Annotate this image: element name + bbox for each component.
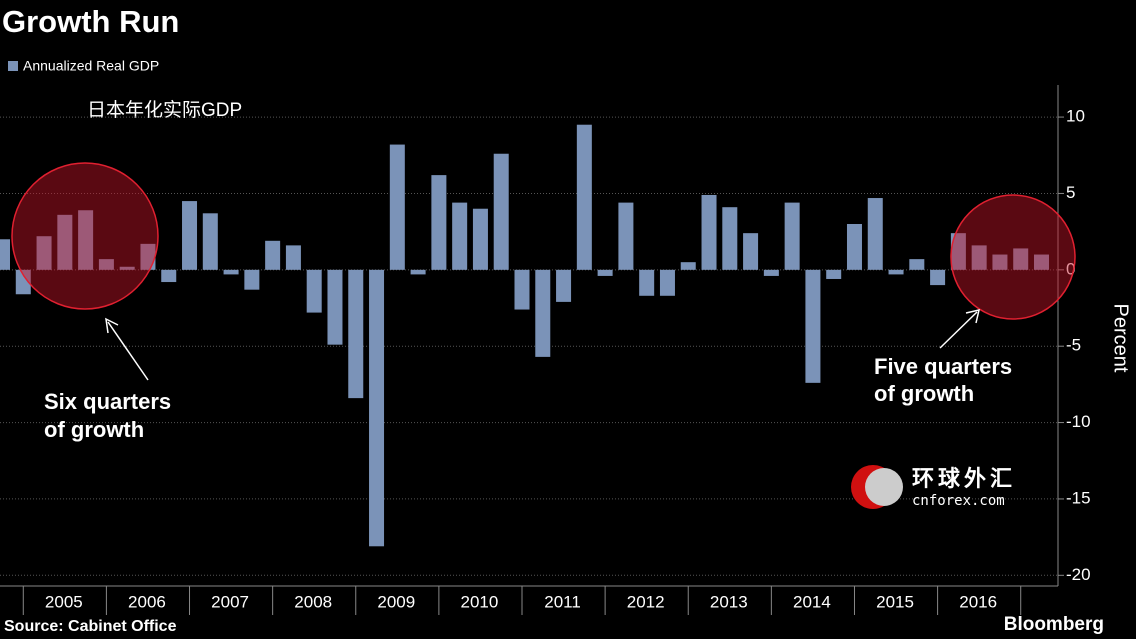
y-tick-label: -15 bbox=[1066, 488, 1091, 507]
bar bbox=[452, 202, 468, 270]
bar bbox=[140, 243, 156, 270]
bar bbox=[846, 223, 862, 270]
x-tick-label: 2010 bbox=[461, 592, 499, 611]
bar bbox=[639, 269, 655, 296]
bar bbox=[930, 269, 946, 286]
bar bbox=[826, 269, 842, 279]
bar bbox=[389, 144, 405, 270]
highlight-circle bbox=[11, 162, 159, 310]
bar bbox=[493, 153, 509, 270]
bar bbox=[805, 269, 821, 383]
x-tick-label: 2006 bbox=[128, 592, 166, 611]
bar bbox=[992, 254, 1008, 270]
x-tick-label: 2007 bbox=[211, 592, 249, 611]
subtitle: 日本年化实际GDP bbox=[87, 99, 242, 121]
bar bbox=[161, 269, 177, 283]
plot: 10 5 0 -5 -10 -15 -20 2005 2006 2007 2008 2009 2010 2… bbox=[0, 85, 1091, 615]
y-axis-label: Percent bbox=[1110, 304, 1132, 373]
bar bbox=[244, 269, 260, 290]
x-tick-label: 2013 bbox=[710, 592, 748, 611]
bar bbox=[78, 210, 94, 270]
x-tick-label: 2014 bbox=[793, 592, 831, 611]
bar bbox=[15, 269, 31, 295]
bar bbox=[472, 208, 488, 270]
annotation: of growth bbox=[44, 417, 144, 442]
bar bbox=[369, 269, 385, 547]
bar bbox=[680, 262, 696, 270]
y-tick-label: -10 bbox=[1066, 412, 1091, 431]
bar bbox=[597, 269, 613, 276]
annotation: of growth bbox=[874, 381, 974, 406]
y-tick-label: 10 bbox=[1066, 107, 1085, 126]
bar bbox=[265, 240, 281, 270]
bar bbox=[576, 124, 592, 270]
bar bbox=[98, 259, 114, 270]
x-tick-label: 2008 bbox=[294, 592, 332, 611]
bar bbox=[784, 202, 800, 270]
bar bbox=[36, 236, 52, 270]
x-tick-label: 2005 bbox=[45, 592, 83, 611]
bar bbox=[950, 233, 966, 270]
y-tick-label: -20 bbox=[1066, 565, 1091, 584]
y-tick-label: 0 bbox=[1066, 259, 1075, 278]
bar bbox=[763, 269, 779, 276]
bar bbox=[722, 207, 738, 270]
watermark: 环球外汇 bbox=[912, 466, 1016, 491]
bar bbox=[119, 266, 135, 270]
chart-title: Growth Run bbox=[2, 4, 179, 39]
bar bbox=[909, 259, 925, 270]
watermark-logo bbox=[865, 468, 903, 506]
x-tick-label: 2009 bbox=[377, 592, 415, 611]
annotation: Six quarters bbox=[44, 389, 171, 414]
bar bbox=[701, 194, 717, 270]
bar bbox=[888, 269, 904, 275]
bar bbox=[202, 213, 218, 270]
bar bbox=[0, 239, 10, 270]
bar bbox=[867, 198, 883, 270]
x-tick-label: 2012 bbox=[627, 592, 665, 611]
bar bbox=[659, 269, 675, 296]
watermark: cnforex.com bbox=[912, 493, 1005, 509]
brand: Bloomberg bbox=[1004, 614, 1104, 635]
bar bbox=[410, 269, 426, 275]
bar bbox=[327, 269, 343, 345]
x-tick-label: 2011 bbox=[544, 592, 581, 611]
bar bbox=[306, 269, 322, 313]
bar bbox=[348, 269, 364, 399]
bar bbox=[285, 245, 301, 270]
x-tick-label: 2015 bbox=[876, 592, 914, 611]
arrow-head bbox=[105, 317, 119, 334]
bar bbox=[743, 233, 759, 270]
arrow-head bbox=[965, 308, 981, 324]
bar bbox=[514, 269, 530, 310]
bar bbox=[182, 201, 198, 270]
x-tick-label: 2016 bbox=[959, 592, 997, 611]
highlight-circle bbox=[950, 194, 1076, 320]
bar bbox=[618, 202, 634, 270]
legend-label: Annualized Real GDP bbox=[23, 58, 159, 74]
y-tick-label: -5 bbox=[1066, 336, 1081, 355]
legend-swatch bbox=[8, 61, 18, 71]
bar bbox=[1034, 254, 1049, 270]
arrow bbox=[939, 311, 978, 349]
y-tick-label: 5 bbox=[1066, 183, 1075, 202]
annotation: Five quarters bbox=[874, 354, 1012, 379]
bar bbox=[971, 245, 987, 270]
bar bbox=[1013, 248, 1029, 270]
bar bbox=[556, 269, 572, 302]
arrow bbox=[107, 321, 149, 381]
bar bbox=[535, 269, 551, 357]
source: Source: Cabinet Office bbox=[4, 618, 177, 635]
bar bbox=[57, 214, 73, 270]
bar bbox=[223, 269, 239, 275]
bar bbox=[431, 175, 447, 270]
